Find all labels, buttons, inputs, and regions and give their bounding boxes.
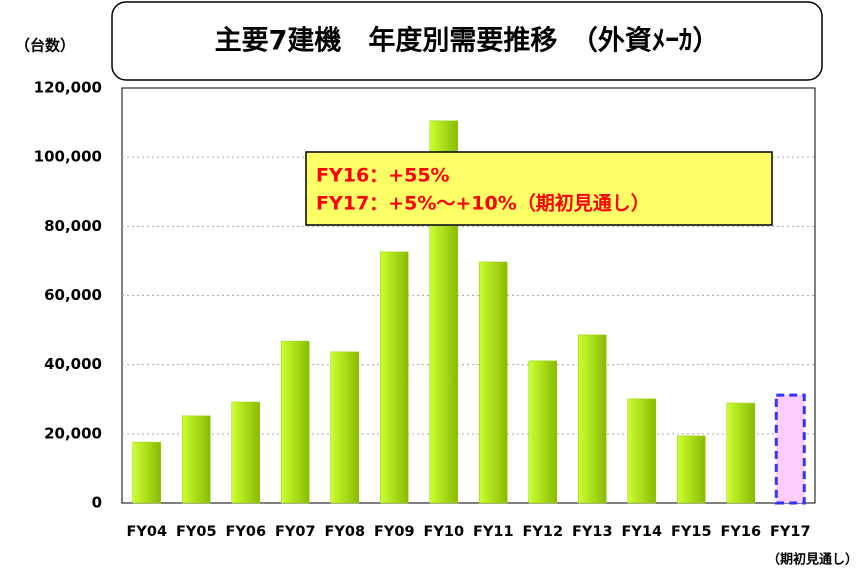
bar	[479, 261, 508, 504]
x-tick-label: FY11	[473, 524, 514, 540]
bar	[330, 351, 359, 504]
y-tick-label: 80,000	[44, 217, 102, 235]
x-tick-label: FY13	[572, 524, 613, 540]
y-tick-label: 20,000	[44, 424, 102, 442]
bar	[677, 435, 706, 504]
x-tick-label: FY04	[126, 524, 167, 540]
x-tick-label: FY16	[720, 524, 761, 540]
annotation: FY17：+5%～+10%（期初見通し）	[316, 192, 650, 215]
y-tick-label: 0	[92, 494, 102, 512]
bar	[528, 360, 557, 504]
bar	[380, 251, 409, 504]
y-tick-label: 100,000	[34, 148, 102, 166]
chart-title: 主要7建機 年度別需要推移 （外資ﾒｰｶ）	[215, 25, 720, 57]
bar	[578, 334, 607, 504]
bar	[182, 415, 211, 504]
bar	[132, 441, 161, 504]
note: （期初見通し）	[767, 552, 858, 568]
bar	[231, 401, 260, 504]
x-tick-label: FY09	[374, 524, 415, 540]
x-tick-label: FY17	[770, 524, 811, 540]
x-tick-label: FY08	[324, 524, 365, 540]
x-tick-label: FY10	[423, 524, 464, 540]
y-tick-label: 40,000	[44, 355, 102, 373]
x-tick-label: FY05	[176, 524, 217, 540]
bar	[774, 393, 806, 505]
x-tick-label: FY06	[225, 524, 266, 540]
x-tick-label: FY15	[671, 524, 712, 540]
x-tick-label: FY07	[275, 524, 316, 540]
annotation: FY16：+55%	[316, 165, 450, 187]
y-tick-label: 120,000	[34, 79, 102, 97]
annotation-box	[305, 151, 773, 226]
x-tick-label: FY12	[522, 524, 563, 540]
y-axis-label: （台数）	[15, 37, 75, 55]
bar	[726, 402, 755, 504]
bar	[627, 398, 656, 504]
x-tick-label: FY14	[621, 524, 662, 540]
y-tick-label: 60,000	[44, 286, 102, 304]
title-box	[111, 1, 823, 81]
bar	[281, 340, 310, 504]
